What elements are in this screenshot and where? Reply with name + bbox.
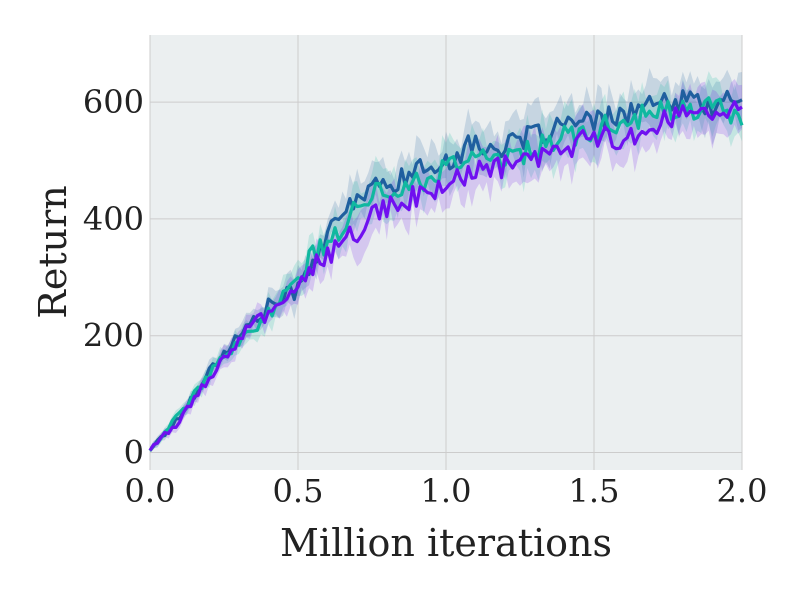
x-tick-label: 0.5 [273,472,324,510]
grid [149,35,743,470]
x-tick-label: 0.0 [125,472,176,510]
series-band [150,79,742,453]
y-tick-label: 200 [83,317,144,355]
x-tick-label: 2.0 [717,472,768,510]
x-axis-label: Million iterations [280,521,612,565]
y-tick-label: 600 [83,83,144,121]
x-tick-labels: 0.0 0.5 1.0 1.5 2.0 [125,472,768,510]
y-tick-labels: 0 200 400 600 [83,83,144,471]
x-tick-label: 1.5 [569,472,620,510]
y-tick-label: 0 [124,433,144,471]
series-line [148,96,744,452]
series-line [148,100,743,452]
series-lines [148,89,744,452]
y-axis-label: Return [31,185,75,318]
y-tick-label: 400 [83,200,144,238]
x-tick-label: 1.0 [421,472,472,510]
